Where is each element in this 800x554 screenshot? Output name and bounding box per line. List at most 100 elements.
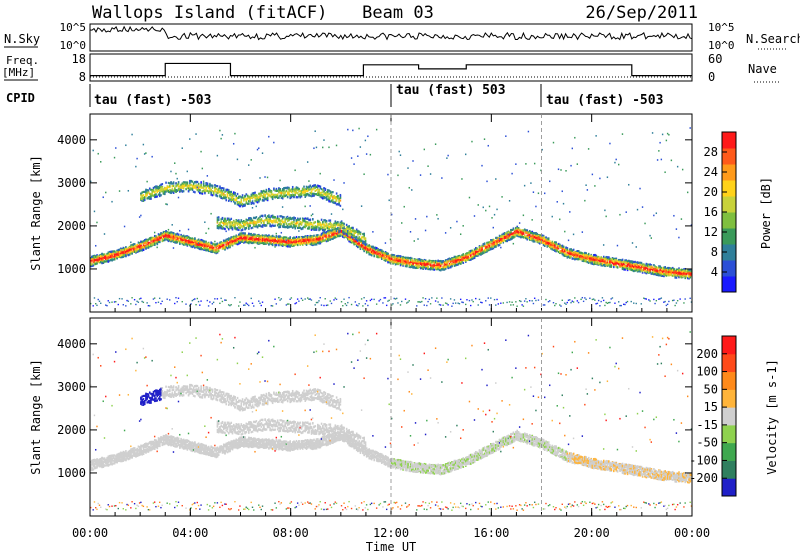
power-sparse-point [434,143,437,146]
power-clutter-point [416,305,418,307]
freq-label-top: Freq. [6,54,39,67]
power-clutter-point [317,301,319,304]
power-echo-point [268,188,270,191]
power-sparse-point [357,155,359,157]
power-echo-point [98,257,101,260]
power-sparse-point [111,200,113,203]
power-clutter-point [329,300,331,302]
power-echo-point [278,237,280,240]
power-sparse-point [313,147,315,150]
power-echo-point [215,184,218,188]
power-echo-point [217,226,220,230]
power-echo-point [189,183,191,187]
power-echo-point [286,195,289,199]
power-echo-point [215,244,218,247]
power-echo-point [137,241,140,244]
power-echo-point [146,245,149,248]
power-clutter-point [451,305,453,307]
power-clutter-point [261,301,264,303]
power-echo-point [232,220,235,223]
power-echo-point [235,235,238,238]
power-echo-point [226,218,229,221]
power-clutter-point [211,303,214,305]
power-clutter-point [323,304,325,307]
power-sparse-point [219,129,221,132]
power-echo-point [182,187,185,190]
power-clutter-point [96,304,98,307]
power-clutter-point [214,298,216,300]
power-echo-point [200,245,202,248]
power-echo-point [279,194,281,198]
power-echo-point [190,183,192,186]
power-echo-point [122,246,125,250]
power-echo-point [115,251,117,254]
power-clutter-point [320,304,323,306]
power-clutter-point [239,301,241,303]
power-echo-point [308,227,310,230]
power-echo-point [153,195,156,199]
power-echo-point [197,243,200,246]
power-sparse-point [323,139,325,141]
power-echo-point [192,184,195,187]
power-echo-point [207,191,210,194]
power-echo-point [162,188,165,191]
power-echo-point [258,220,260,224]
power-echo-point [97,258,100,262]
power-echo-point [176,234,179,238]
power-echo-point [224,190,226,193]
power-sparse-point [138,216,141,218]
power-echo-point [253,192,255,195]
power-echo-point [243,238,245,241]
power-echo-point [269,240,271,243]
power-echo-point [285,222,288,225]
power-echo-point [152,237,155,241]
power-echo-point [268,236,270,239]
power-echo-point [271,214,274,217]
power-echo-point [239,234,241,237]
power-echo-point [169,184,171,188]
power-clutter-point [92,305,94,307]
power-echo-point [106,258,108,261]
power-echo-point [274,189,276,192]
power-echo-point [142,196,145,200]
power-echo-point [156,190,159,194]
power-echo-point [190,239,192,242]
power-echo-point [246,194,249,197]
power-echo-point [194,243,196,246]
power-echo-point [160,188,162,191]
power-clutter-point [407,301,409,303]
power-echo-point [204,184,206,188]
power-sparse-point [145,152,147,154]
power-echo-point [251,197,254,200]
power-echo-point [113,254,116,258]
power-clutter-point [347,301,349,304]
power-echo-point [170,234,172,237]
power-echo-point [222,227,225,230]
power-echo-point [270,237,273,240]
power-echo-point [299,217,302,220]
power-sparse-point [95,244,97,247]
power-echo-point [249,240,251,244]
power-echo-point [210,248,212,251]
power-echo-point [271,193,274,196]
power-sparse-point [195,133,197,135]
power-clutter-point [131,297,133,299]
power-echo-point [92,258,95,261]
power-echo-point [249,217,251,220]
power-echo-point [171,189,174,192]
power-echo-point [266,199,269,202]
power-clutter-point [369,299,372,302]
power-echo-point [155,237,157,240]
power-echo-point [209,248,211,251]
power-echo-point [147,245,150,248]
power-sparse-point [320,234,323,236]
power-echo-point [184,185,186,188]
power-echo-point [180,241,182,244]
power-echo-point [261,242,264,245]
power-clutter-point [155,301,157,304]
power-echo-point [200,186,202,189]
power-clutter-point [342,305,344,307]
power-echo-point [192,185,195,188]
power-echo-point [274,220,276,223]
power-echo-point [235,228,238,231]
